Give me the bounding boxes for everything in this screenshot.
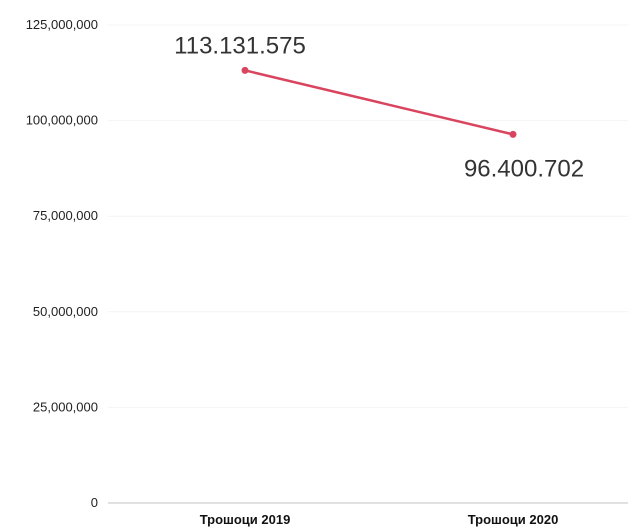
y-tick-label-1: 25,000,000 — [33, 399, 98, 414]
x-axis-category-labels: Трошоци 2019 Трошоци 2020 — [200, 512, 559, 527]
series-line-0 — [243, 69, 515, 136]
y-tick-label-5: 125,000,000 — [26, 17, 98, 32]
y-axis-tick-labels: 0 25,000,000 50,000,000 75,000,000 100,000,0… — [26, 17, 98, 510]
x-category-label-1: Трошоци 2020 — [468, 512, 559, 527]
series-layer — [241, 66, 517, 138]
gridlines — [108, 24, 628, 504]
data-point-0-1 — [509, 130, 517, 138]
data-point-0-0 — [241, 66, 249, 74]
y-tick-label-4: 100,000,000 — [26, 113, 98, 128]
data-label-0-1: 96.400.702 — [464, 155, 584, 182]
y-tick-label-2: 50,000,000 — [33, 304, 98, 319]
data-labels: 113.131.575 96.400.702 — [174, 32, 584, 182]
y-tick-label-3: 75,000,000 — [33, 208, 98, 223]
data-label-0-0: 113.131.575 — [174, 32, 306, 59]
y-tick-label-0: 0 — [91, 495, 98, 510]
x-category-label-0: Трошоци 2019 — [200, 512, 291, 527]
